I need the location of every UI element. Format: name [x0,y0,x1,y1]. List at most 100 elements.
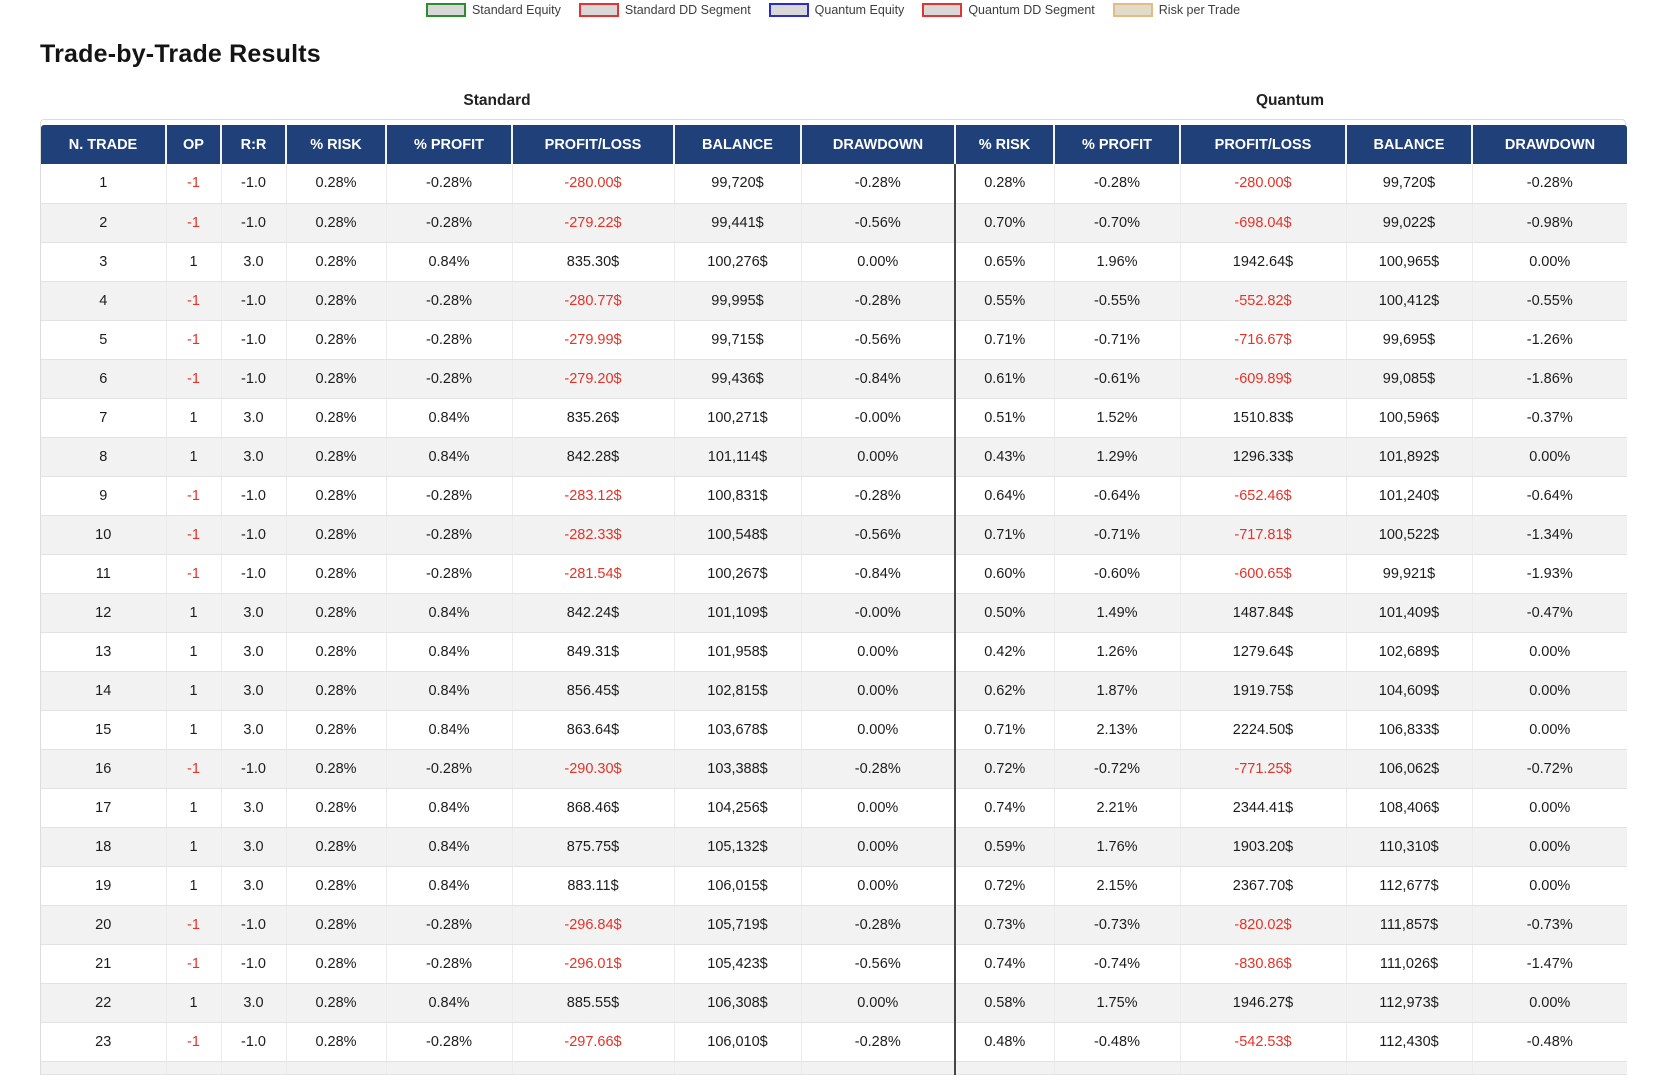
column-header-drawdown: DRAWDOWN [801,125,956,164]
cell: 0.00% [801,437,956,477]
cell: -0.64% [1054,476,1181,516]
cell: -1.26% [1472,320,1627,360]
group-header-row: Standard Quantum [40,83,1626,119]
column-header-risk: % RISK [286,125,387,164]
cell: 0.28% [286,749,387,789]
cell: 17 [41,788,167,828]
legend-item[interactable]: Quantum Equity [768,3,904,17]
cell: 106,015$ [674,866,802,906]
cell: -0.00% [801,398,956,438]
table-row: 22 1 3.0 0.28% 0.84% 885.55$ 106,308$ 0.00% 0.58… [41,983,1627,1023]
cell [954,1061,1055,1075]
cell: -0.37% [1472,398,1627,438]
cell: 0.59% [954,827,1055,867]
table-row: 20 -1 -1.0 0.28% -0.28% -296.84$ 105,719$ -0.28… [41,905,1627,945]
cell: 18 [41,827,167,867]
cell: -0.56% [801,320,956,360]
cell: 0.28% [286,476,387,516]
cell: -1.0 [221,476,287,516]
cell: 0.00% [801,710,956,750]
legend-item[interactable]: Risk per Trade [1112,3,1240,17]
cell: -283.12$ [512,476,675,516]
cell: 0.84% [386,866,513,906]
cell: -0.48% [1054,1022,1181,1062]
cell: 0.28% [286,164,387,204]
cell: -279.99$ [512,320,675,360]
cell: 100,831$ [674,476,802,516]
cell: 2 [41,203,167,243]
cell: 0.00% [801,827,956,867]
cell: -1.0 [221,203,287,243]
cell: 0.71% [954,515,1055,555]
cell: 3.0 [221,983,287,1023]
cell: -1 [166,944,222,984]
cell: 99,436$ [674,359,802,399]
cell: 111,026$ [1346,944,1473,984]
cell: 0.74% [954,788,1055,828]
cell: 99,995$ [674,281,802,321]
cell: 0.84% [386,827,513,867]
cell: -0.84% [801,554,956,594]
cell: -0.28% [386,515,513,555]
cell: -0.28% [386,944,513,984]
legend-item-label: Quantum DD Segment [968,3,1095,17]
cell: 0.28% [286,515,387,555]
cell: 0.84% [386,671,513,711]
cell: 20 [41,905,167,945]
cell: 112,973$ [1346,983,1473,1023]
cell: 849.31$ [512,632,675,672]
cell: 23 [41,1022,167,1062]
cell: -1 [166,359,222,399]
cell: -0.48% [1472,1022,1627,1062]
column-header-profit-loss: PROFIT/LOSS [1180,125,1347,164]
cell: -1 [166,281,222,321]
table-row: 11 -1 -1.0 0.28% -0.28% -281.54$ 100,267$ -0.84… [41,554,1627,594]
legend-swatch-icon [578,3,619,17]
trades-table-body: 1 -1 -1.0 0.28% -0.28% -280.00$ 99,720$ -0.28% 0… [41,164,1627,1075]
table-row: 19 1 3.0 0.28% 0.84% 883.11$ 106,015$ 0.00% 0.72… [41,866,1627,906]
cell: 102,815$ [674,671,802,711]
cell: 0.00% [801,632,956,672]
legend-item[interactable]: Quantum DD Segment [922,3,1095,17]
cell: -1.0 [221,359,287,399]
cell: 3.0 [221,437,287,477]
cell: 4 [41,281,167,321]
cell: 101,892$ [1346,437,1473,477]
cell: 7 [41,398,167,438]
cell: 110,310$ [1346,827,1473,867]
cell: 0.84% [386,398,513,438]
cell: 1279.64$ [1180,632,1347,672]
cell: 1 [166,866,222,906]
legend-item[interactable]: Standard DD Segment [578,3,751,17]
cell: 0.73% [954,905,1055,945]
cell: 0.72% [954,866,1055,906]
table-row: 6 -1 -1.0 0.28% -0.28% -279.20$ 99,436$ -0.84% 0… [41,359,1627,399]
cell: 21 [41,944,167,984]
cell: -0.00% [801,593,956,633]
cell [1472,1061,1627,1075]
cell: 11 [41,554,167,594]
cell: -1.0 [221,320,287,360]
cell [41,1061,167,1075]
cell: -1 [166,320,222,360]
cell: 101,409$ [1346,593,1473,633]
cell: -296.01$ [512,944,675,984]
legend-item-label: Standard Equity [471,3,561,17]
cell: 103,388$ [674,749,802,789]
cell: -698.04$ [1180,203,1347,243]
table-row: 8 1 3.0 0.28% 0.84% 842.28$ 101,114$ 0.00% 0.43%… [41,437,1627,477]
cell: 1.52% [1054,398,1181,438]
cell: -0.28% [386,554,513,594]
legend-item[interactable]: Standard Equity [425,3,561,17]
cell: 0.00% [1472,827,1627,867]
cell: 1 [166,983,222,1023]
cell: -771.25$ [1180,749,1347,789]
cell [386,1061,513,1075]
cell: -280.77$ [512,281,675,321]
table-row: 18 1 3.0 0.28% 0.84% 875.75$ 105,132$ 0.00% 0.59… [41,827,1627,867]
column-header-balance: BALANCE [674,125,802,164]
cell: -1.0 [221,554,287,594]
cell: -0.61% [1054,359,1181,399]
cell: 2.13% [1054,710,1181,750]
cell: -0.74% [1054,944,1181,984]
